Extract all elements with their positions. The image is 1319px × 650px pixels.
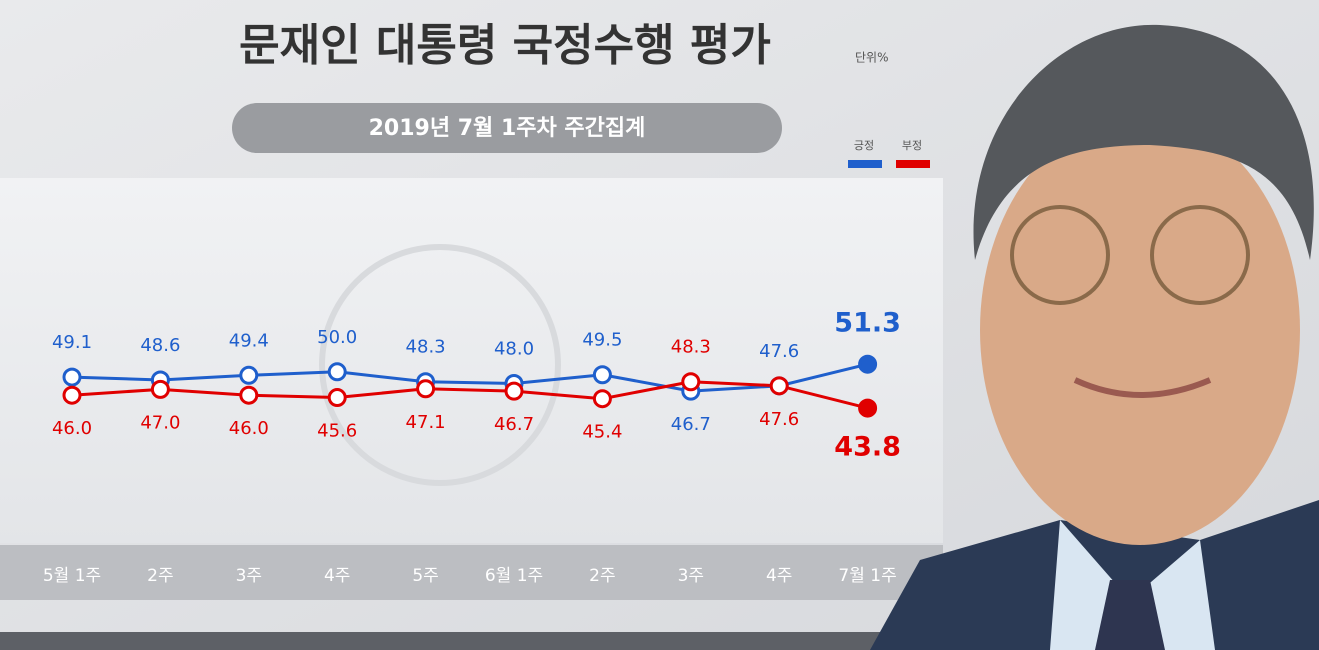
value-label: 45.6 (317, 421, 357, 442)
data-point (504, 381, 524, 401)
data-point (327, 388, 347, 408)
category-strip (0, 545, 943, 600)
value-label: 49.1 (52, 332, 92, 353)
legend: 긍정 부정 (848, 139, 930, 168)
x-tick-label: 5주 (412, 566, 438, 586)
value-label: 47.1 (406, 412, 446, 433)
data-point (239, 365, 259, 385)
data-point (327, 362, 347, 382)
unit-label: 단위% (855, 51, 888, 65)
data-point (592, 389, 612, 409)
legend-swatch (848, 160, 882, 168)
value-label: 43.8 (834, 432, 901, 463)
data-point (769, 376, 789, 396)
data-point (858, 398, 878, 418)
subtitle: 2019년 7월 1주차 주간집계 (369, 116, 646, 141)
legend-label: 긍정 (854, 139, 874, 152)
legend-swatch (896, 160, 930, 168)
data-point (150, 379, 170, 399)
value-label: 46.7 (494, 414, 534, 435)
x-tick-label: 2주 (589, 566, 615, 586)
value-label: 49.5 (582, 330, 622, 351)
x-tick-label: 5월 1주 (43, 566, 101, 586)
data-point (592, 365, 612, 385)
x-tick-label: 4주 (324, 566, 350, 586)
data-point (239, 385, 259, 405)
value-label: 51.3 (834, 308, 901, 339)
subtitle-pill (232, 103, 782, 153)
x-tick-label: 4주 (766, 566, 792, 586)
legend-label: 부정 (902, 139, 922, 152)
data-point (62, 367, 82, 387)
value-label: 47.6 (759, 341, 799, 362)
portrait (870, 24, 1319, 650)
value-label: 48.3 (406, 337, 446, 358)
value-label: 45.4 (582, 422, 622, 443)
value-label: 49.4 (229, 330, 269, 351)
x-tick-label: 3주 (236, 566, 262, 586)
plot: 5월 1주 2주 3주 4주 5주 6월 1주 2주 3주 4주 7월 1주 49.1 48.6 49.… (43, 308, 901, 586)
x-tick-label: 2주 (147, 566, 173, 586)
value-label: 46.0 (52, 418, 92, 439)
value-label: 46.7 (671, 414, 711, 435)
series-line (71, 362, 868, 393)
value-label: 46.0 (229, 418, 269, 439)
value-label: 48.0 (494, 339, 534, 360)
value-label: 47.6 (759, 409, 799, 430)
series-line (71, 380, 868, 410)
chart-title: 문재인 대통령 국정수행 평가 (239, 20, 771, 71)
value-label: 48.3 (671, 337, 711, 358)
value-label: 47.0 (140, 412, 180, 433)
data-point (858, 354, 878, 374)
x-tick-label: 7월 1주 (838, 566, 896, 586)
value-label: 48.6 (140, 335, 180, 356)
watermark (319, 244, 561, 486)
x-tick-label: 3주 (678, 566, 704, 586)
bottom-bar (0, 632, 943, 650)
data-point (681, 372, 701, 392)
x-tick-label: 6월 1주 (485, 566, 543, 586)
value-label: 50.0 (317, 327, 357, 348)
plot-panel (0, 178, 943, 543)
data-point (416, 379, 436, 399)
data-point (62, 385, 82, 405)
